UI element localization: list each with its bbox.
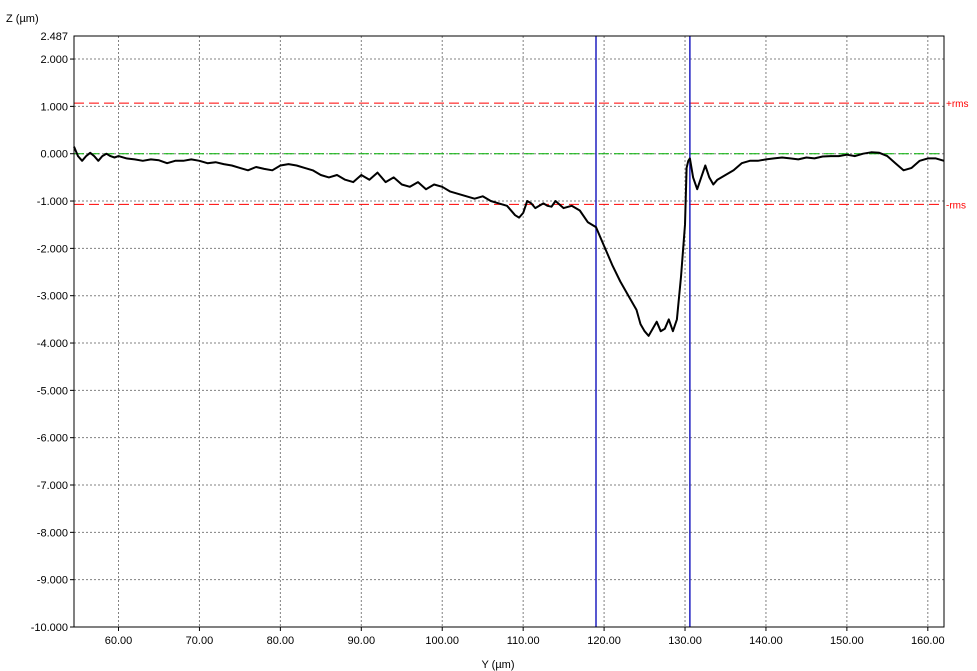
x-tick-label: 100.00 bbox=[425, 635, 459, 647]
profile-line bbox=[73, 146, 945, 337]
x-tick-label: 70.00 bbox=[186, 635, 214, 647]
x-tick-label: 140.00 bbox=[749, 635, 783, 647]
y-tick-label: -8.000 bbox=[37, 527, 68, 539]
y-tick-label: -5.000 bbox=[37, 385, 68, 397]
y-tick-label: -6.000 bbox=[37, 433, 68, 445]
y-axis-title: Z (µm) bbox=[6, 13, 39, 25]
grid-lines bbox=[74, 36, 944, 628]
x-tick-label: 120.00 bbox=[587, 635, 621, 647]
y-tick-label: -2.000 bbox=[37, 243, 68, 255]
x-tick-label: 60.00 bbox=[105, 635, 133, 647]
rms-label: +rms bbox=[946, 99, 969, 110]
rms-reference-lines: +rms -rms bbox=[74, 99, 969, 211]
x-tick-label: 130.00 bbox=[668, 635, 702, 647]
y-tick-label: -7.000 bbox=[37, 480, 68, 492]
x-tick-label: 110.00 bbox=[507, 635, 540, 647]
y-tick-label: 0.000 bbox=[40, 149, 68, 161]
y-tick-label: 2.000 bbox=[40, 54, 68, 66]
y-tick-label: -4.000 bbox=[37, 338, 68, 350]
rms-label: -rms bbox=[946, 200, 966, 211]
x-tick-label: 160.00 bbox=[911, 635, 945, 647]
x-axis-title: Y (µm) bbox=[481, 659, 514, 671]
y-tick-label-top: 2.487 bbox=[40, 31, 68, 43]
y-tick-label: -9.000 bbox=[37, 575, 68, 587]
y-axis-ticks: 2.000 1.000 0.000 -1.000 -2.000 -3.000 -4.000 -… bbox=[31, 31, 74, 634]
x-tick-label: 150.00 bbox=[830, 635, 864, 647]
y-tick-label: -10.000 bbox=[31, 622, 68, 634]
x-axis-ticks: 60.00 70.00 80.00 90.00 100.00 110.00 120.00 13… bbox=[105, 627, 945, 647]
plot-frame bbox=[73, 35, 945, 628]
y-tick-label: 1.000 bbox=[40, 101, 68, 113]
x-tick-label: 90.00 bbox=[348, 635, 376, 647]
y-tick-label: -3.000 bbox=[37, 291, 68, 303]
series-layer bbox=[73, 146, 945, 337]
cursor-lines[interactable] bbox=[595, 36, 691, 627]
y-tick-label: -1.000 bbox=[37, 196, 68, 208]
x-tick-label: 80.00 bbox=[267, 635, 295, 647]
